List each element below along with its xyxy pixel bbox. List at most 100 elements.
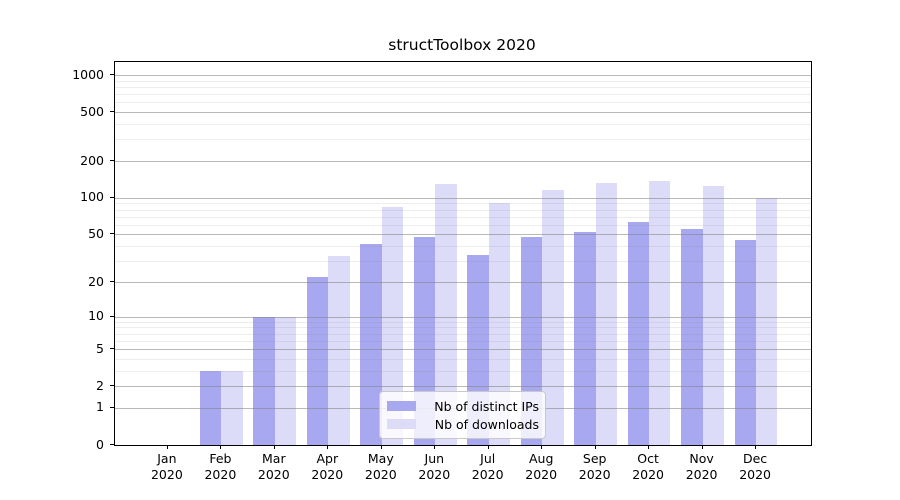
bar-distinct-ips-mar	[253, 316, 275, 445]
x-tick-label-jul: Jul 2020	[471, 451, 504, 482]
gridline-major-200	[115, 161, 811, 162]
x-tick-label-jun: Jun 2020	[418, 451, 451, 482]
legend-entry-distinct-ips: Nb of distinct IPs	[387, 397, 539, 415]
legend-entry-downloads: Nb of downloads	[387, 415, 539, 433]
y-tick-label-20: 20	[88, 273, 104, 289]
gridline-minor-900	[115, 81, 811, 82]
bar-distinct-ips-oct	[627, 221, 650, 445]
y-tick-label-5: 5	[96, 340, 104, 356]
y-tick-mark	[110, 233, 114, 235]
gridline-major-50	[115, 234, 811, 235]
y-tick-mark	[110, 160, 114, 161]
gridline-minor-8	[115, 327, 811, 328]
gridline-major-20	[115, 282, 811, 283]
gridline-minor-800	[115, 87, 811, 88]
gridline-minor-400	[115, 124, 811, 125]
legend-swatch-downloads	[387, 419, 416, 429]
y-tick-label-200: 200	[80, 152, 104, 168]
gridline-major-1000	[115, 75, 811, 76]
gridline-minor-3	[115, 371, 811, 372]
y-tick-mark	[110, 348, 114, 349]
x-tick-label-nov: Nov 2020	[685, 451, 718, 482]
bar-distinct-ips-apr	[306, 277, 329, 445]
gridline-major-100	[115, 198, 811, 199]
y-tick-mark	[110, 74, 114, 75]
gridline-minor-7	[115, 334, 811, 335]
y-tick-label-1000: 1000	[72, 66, 104, 82]
x-tick-label-feb: Feb 2020	[204, 451, 237, 482]
x-tick-mark	[755, 445, 757, 449]
bar-downloads-sep	[595, 183, 618, 445]
bar-downloads-oct	[649, 181, 671, 445]
gridline-major-2	[115, 386, 811, 387]
x-tick-mark	[594, 445, 596, 449]
legend: Nb of distinct IPs Nb of downloads	[379, 391, 546, 439]
legend-label: Nb of downloads	[434, 416, 539, 432]
gridline-minor-80	[115, 210, 811, 211]
gridline-minor-60	[115, 225, 811, 226]
x-tick-label-apr: Apr 2020	[311, 451, 344, 482]
gridline-minor-90	[115, 203, 811, 204]
y-tick-label-1: 1	[96, 399, 104, 415]
y-tick-mark	[110, 111, 114, 113]
y-tick-label-10: 10	[88, 308, 104, 324]
gridline-minor-40	[115, 246, 811, 247]
legend-label: Nb of distinct IPs	[434, 398, 539, 414]
legend-swatch-distinct-ips	[387, 401, 416, 411]
gridline-minor-30	[115, 261, 811, 262]
bar-downloads-may	[381, 206, 404, 445]
y-tick-label-50: 50	[88, 225, 104, 241]
x-tick-mark	[487, 445, 489, 449]
x-tick-mark	[701, 445, 703, 449]
bar-downloads-feb	[221, 370, 243, 445]
y-tick-mark	[110, 406, 114, 408]
x-tick-mark	[380, 445, 382, 449]
x-tick-label-aug: Aug 2020	[525, 451, 558, 482]
x-tick-mark	[434, 445, 436, 449]
bar-downloads-mar	[274, 316, 297, 445]
y-tick-label-500: 500	[80, 103, 104, 119]
gridline-major-10	[115, 317, 811, 318]
chart-title: structToolbox 2020	[388, 36, 536, 54]
x-tick-label-mar: Mar 2020	[257, 451, 290, 482]
gridline-minor-9	[115, 322, 811, 323]
y-tick-mark	[110, 281, 114, 282]
y-tick-mark	[110, 196, 114, 198]
bar-downloads-jul	[488, 202, 511, 445]
x-tick-mark	[648, 445, 650, 449]
x-tick-mark	[327, 445, 329, 449]
y-tick-mark	[110, 385, 114, 387]
x-tick-label-dec: Dec 2020	[739, 451, 771, 482]
gridline-minor-70	[115, 217, 811, 218]
y-tick-label-0: 0	[96, 436, 104, 452]
gridline-minor-4	[115, 359, 811, 360]
bar-downloads-dec	[756, 198, 778, 445]
gridline-minor-600	[115, 102, 811, 103]
x-tick-label-jan: Jan 2020	[150, 451, 183, 482]
x-tick-mark	[166, 445, 168, 449]
bar-distinct-ips-may	[360, 243, 382, 445]
plot-area	[114, 61, 812, 446]
bar-downloads-apr	[328, 256, 350, 445]
x-tick-label-may: May 2020	[364, 451, 397, 482]
y-tick-label-100: 100	[80, 189, 104, 205]
y-tick-mark	[110, 315, 114, 317]
x-tick-mark	[541, 445, 543, 449]
x-tick-mark	[273, 445, 275, 449]
x-tick-label-sep: Sep 2020	[578, 451, 611, 482]
gridline-major-500	[115, 112, 811, 113]
gridline-minor-700	[115, 94, 811, 95]
y-tick-mark	[110, 444, 114, 445]
bar-distinct-ips-feb	[200, 370, 222, 445]
gridline-minor-6	[115, 341, 811, 342]
x-tick-label-oct: Oct 2020	[632, 451, 664, 482]
bar-downloads-jun	[435, 184, 457, 445]
gridline-minor-300	[115, 139, 811, 140]
x-tick-mark	[220, 445, 222, 449]
y-tick-label-2: 2	[96, 377, 104, 393]
bar-distinct-ips-nov	[681, 229, 703, 445]
bar-distinct-ips-sep	[574, 232, 596, 445]
bar-downloads-nov	[702, 186, 724, 445]
gridline-major-5	[115, 349, 811, 350]
